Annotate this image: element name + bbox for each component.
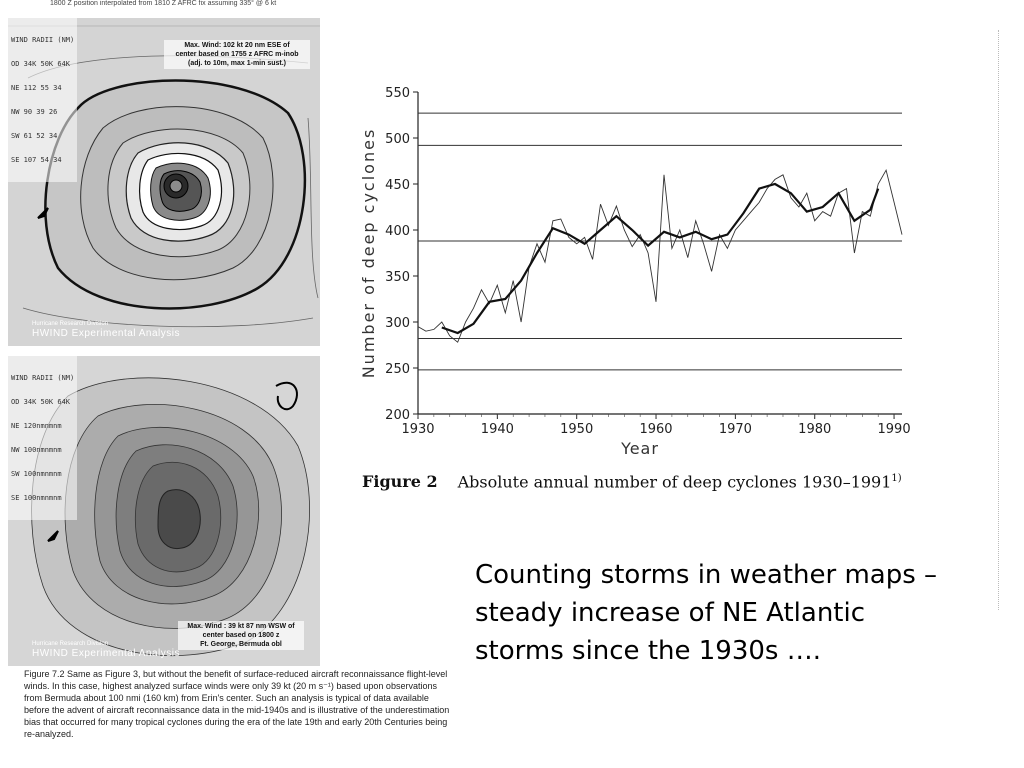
y-tick-label: 300: [385, 316, 410, 331]
contour-map-bottom: [8, 356, 320, 666]
max-wind-note-bottom: Max. Wind : 39 kt 87 nm WSW of center ba…: [178, 621, 304, 650]
radii-row: OD 34K 50K 64K: [11, 60, 71, 68]
radii-row: NE 112 55 34: [11, 84, 62, 92]
x-tick-label: 1930: [401, 422, 434, 437]
radii-row: NW 100nmnmnm: [11, 446, 62, 454]
figure-2-footnote: 1): [891, 473, 902, 484]
y-tick-label: 500: [385, 132, 410, 147]
smoothed-mean-line: [441, 182, 880, 335]
hwind-credit-bottom: Hurricane Research Division HWIND Experi…: [32, 640, 180, 659]
figure-2-label: Figure 2: [362, 472, 438, 492]
radii-row: SE 100nmnmnm: [11, 494, 62, 502]
x-tick-label: 1980: [798, 422, 831, 437]
y-tick-label: 250: [385, 362, 410, 377]
x-tick-label: 1970: [719, 422, 752, 437]
x-axis-label: Year: [620, 439, 659, 458]
credit-big: HWIND Experimental Analysis: [32, 648, 180, 659]
figure-2-caption: Figure 2 Absolute annual number of deep c…: [362, 468, 922, 493]
deep-cyclones-chart: 200 250 300 350 400 450 500 550 1930 1940 1950 196…: [360, 86, 911, 458]
radii-row: WIND RADII (NM): [11, 374, 75, 382]
y-tick-label: 450: [385, 178, 410, 193]
wind-note-line: Max. Wind: 102 kt 20 nm ESE of: [184, 42, 290, 49]
map-top-caption: 1800 Z position interpolated from 1810 Z…: [50, 0, 277, 7]
y-tick-label: 350: [385, 270, 410, 285]
wind-note-line: center based on 1755 z AFRC m-inob: [175, 51, 299, 58]
y-tick-label: 550: [385, 86, 410, 101]
radii-row: WIND RADII (NM): [11, 36, 75, 44]
radii-row: NW 90 39 26: [11, 108, 58, 116]
figure-7-2-caption: Figure 7.2 Same as Figure 3, but without…: [24, 669, 450, 739]
radii-row: SW 61 52 34: [11, 132, 58, 140]
wind-radii-table-bottom: WIND RADII (NM) OD 34K 50K 64K NE 120nmn…: [8, 356, 78, 520]
wind-note-line: Max. Wind : 39 kt 87 nm WSW of: [187, 623, 295, 630]
wind-analysis-map-bottom: WIND RADII (NM) OD 34K 50K 64K NE 120nmn…: [8, 356, 320, 666]
x-tick-label: 1950: [560, 422, 593, 437]
x-tick-label: 1940: [481, 422, 514, 437]
slide-summary-text: Counting storms in weather maps – steady…: [475, 560, 938, 666]
page-edge-line: [998, 30, 1003, 610]
reference-lines: [418, 112, 902, 371]
x-tick-label: 1960: [639, 422, 672, 437]
contour-map-top: [8, 18, 320, 346]
radii-row: SW 100nmnmnm: [11, 470, 62, 478]
y-axis-ticks: 200 250 300 350 400 450 500 550: [385, 86, 418, 423]
y-axis-label: Number of deep cyclones: [360, 128, 378, 379]
wind-note-line: (adj. to 10m, max 1-min sust.): [187, 60, 287, 67]
credit-small: Hurricane Research Division: [32, 321, 109, 327]
y-tick-label: 400: [385, 224, 410, 239]
annual-count-line: [417, 169, 903, 343]
wind-analysis-map-top: WIND RADII (NM) OD 34K 50K 64K NE 112 55…: [8, 18, 320, 346]
chart-series-group: [417, 169, 903, 343]
y-tick-label: 200: [385, 408, 410, 423]
max-wind-note-top: Max. Wind: 102 kt 20 nm ESE of center ba…: [164, 40, 310, 69]
x-axis-ticks: 1930 1940 1950 1960 1970 1980 1990: [401, 414, 911, 437]
hwind-credit-top: Hurricane Research Division HWIND Experi…: [32, 320, 180, 339]
radii-row: OD 34K 50K 64K: [11, 398, 71, 406]
plot-frame: [417, 92, 902, 415]
wind-note-line: Ft. George, Bermuda obl: [200, 641, 282, 648]
radii-row: NE 120nmnmnm: [11, 422, 62, 430]
credit-small: Hurricane Research Division: [32, 641, 109, 647]
credit-big: HWIND Experimental Analysis: [32, 328, 180, 339]
x-tick-label: 1990: [878, 422, 911, 437]
wind-radii-table-top: WIND RADII (NM) OD 34K 50K 64K NE 112 55…: [8, 18, 78, 182]
figure-2-text: Absolute annual number of deep cyclones …: [457, 472, 892, 492]
radii-row: SE 107 54 34: [11, 156, 62, 164]
wind-note-line: center based on 1800 z: [202, 632, 280, 639]
